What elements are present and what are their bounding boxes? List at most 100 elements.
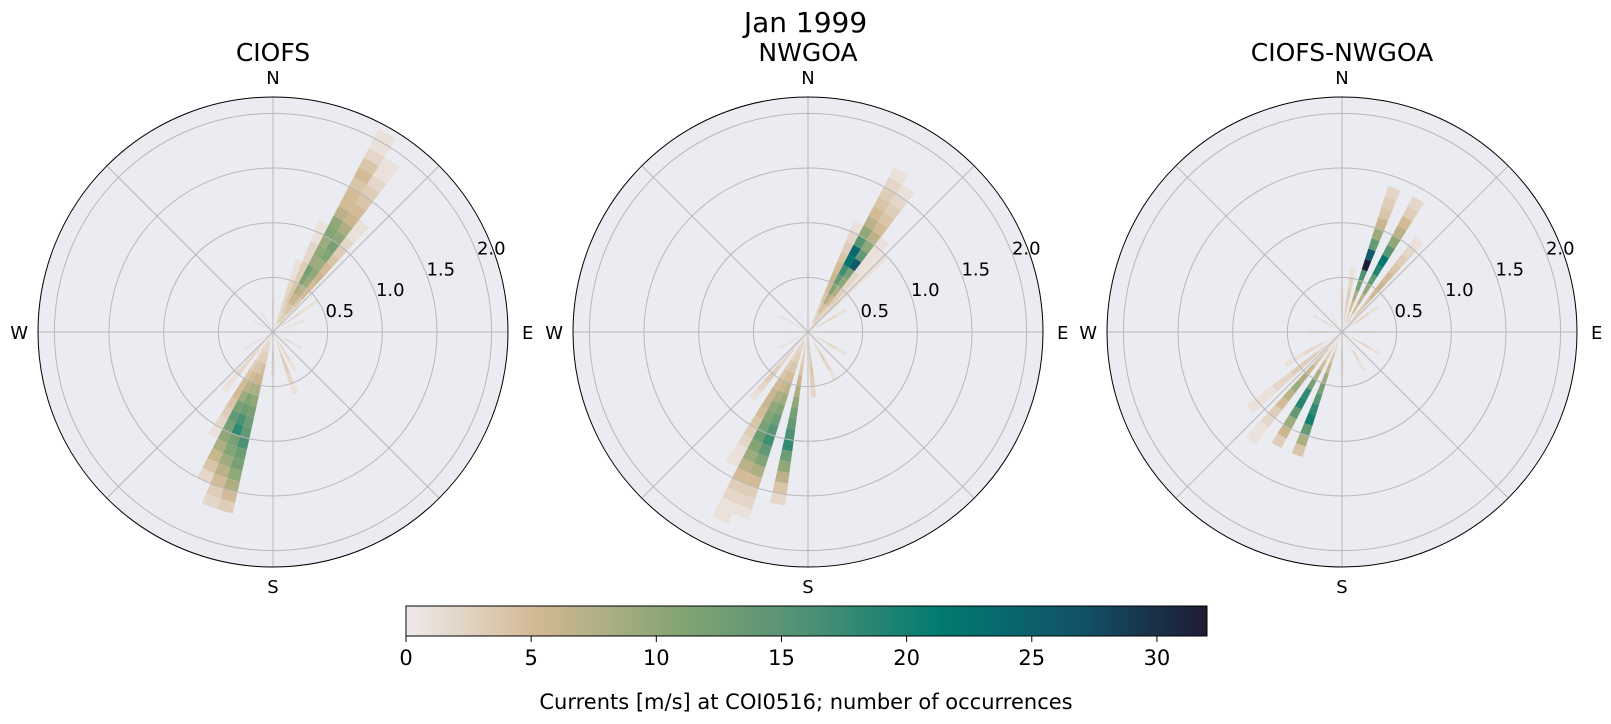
rose-bin — [800, 353, 806, 365]
rose-bin — [1384, 186, 1401, 201]
rose-bin — [743, 424, 758, 439]
rose-bin — [837, 251, 849, 265]
rose-bin — [289, 382, 299, 395]
rose-bin — [1324, 350, 1332, 362]
rose-bin — [1397, 215, 1413, 231]
rose-bin — [770, 412, 782, 426]
rose-bin — [845, 231, 859, 245]
rose-bin — [1312, 356, 1323, 367]
rose-bin — [273, 321, 278, 332]
rose-bin — [825, 295, 835, 306]
rose-bin — [1361, 297, 1372, 308]
rose-bin — [337, 221, 353, 237]
rose-bin — [218, 453, 234, 468]
rose-bin — [252, 372, 260, 385]
rose-bin — [263, 326, 273, 332]
rose-bin — [1290, 380, 1303, 393]
rose-bin — [289, 269, 299, 282]
rose-bin — [293, 319, 305, 326]
rose-bin — [1291, 443, 1306, 458]
colorbar-tick-label: 0 — [399, 646, 412, 670]
polar-axes: 0.5 1.0 1.5 2.0 N E S W — [10, 68, 533, 598]
rose-bin — [1330, 341, 1337, 352]
rose-bin — [299, 305, 310, 315]
rose-bin — [249, 359, 258, 371]
grid-spoke — [1341, 165, 1509, 333]
rose-bin — [319, 249, 333, 263]
rose-bin — [770, 492, 787, 506]
rose-bin — [1330, 312, 1337, 323]
rose-bin — [843, 267, 855, 280]
rose-bin — [1283, 414, 1297, 429]
rose-bin — [813, 313, 822, 324]
rose-bin — [372, 166, 393, 185]
rose-bin — [823, 293, 832, 305]
rose-bin — [253, 384, 262, 397]
rose-bin — [243, 392, 254, 405]
grid-spoke — [1341, 331, 1509, 499]
rose-bin — [774, 402, 785, 416]
rose-bin — [798, 332, 808, 338]
rose-bin — [756, 380, 769, 393]
rose-bin — [878, 186, 897, 203]
rose-bin — [1357, 293, 1366, 305]
rose-bin — [757, 419, 771, 433]
rose-bin — [261, 341, 268, 352]
rose-bin — [235, 412, 247, 426]
rose-bin — [788, 337, 799, 344]
rose-bin — [808, 353, 813, 365]
rose-bin — [293, 271, 304, 284]
rose-bin — [262, 341, 269, 353]
rose-bins — [197, 128, 400, 514]
rose-bin — [798, 364, 804, 376]
rose-bin — [795, 352, 802, 364]
rose-bin — [308, 254, 320, 268]
rose-bin — [217, 428, 232, 444]
rose-bin — [817, 337, 828, 344]
rose-bin — [826, 342, 838, 350]
rose-bin — [242, 380, 253, 393]
rose-bin — [255, 350, 263, 362]
direction-label-s: S — [267, 577, 278, 598]
rose-bin — [1359, 312, 1370, 321]
rose-bin — [749, 463, 766, 478]
rose-bin — [748, 388, 762, 402]
rose-bin — [207, 448, 223, 464]
rose-bin — [799, 342, 805, 353]
rose-bin — [1342, 322, 1348, 332]
rose-bin — [1308, 402, 1319, 416]
colorbar: 0 5 10 15 20 25 30 Currents [m/s] at COI0516; … — [399, 605, 1208, 714]
rose-bin — [279, 300, 286, 312]
rose-bin — [786, 417, 797, 430]
rose-bin — [1271, 433, 1287, 449]
rose-bin — [232, 399, 244, 413]
rose-bin — [233, 446, 247, 461]
rose-bin — [717, 496, 737, 514]
rose-bin — [267, 332, 273, 342]
rose-bin — [1325, 362, 1333, 374]
rose-bin — [1351, 337, 1362, 344]
rose-bin — [278, 312, 285, 323]
rose-bin — [725, 451, 743, 468]
colorbar-tick-label: 5 — [524, 646, 537, 670]
rose-bin — [1318, 359, 1327, 371]
direction-label-s: S — [1336, 577, 1347, 598]
colorbar-tick-label: 15 — [768, 646, 795, 670]
rose-bin — [285, 291, 294, 303]
rose-bin — [231, 387, 243, 400]
rose-bin — [812, 311, 819, 323]
direction-label-w: W — [545, 323, 563, 344]
rose-bin — [355, 193, 373, 211]
rose-bin — [805, 332, 808, 343]
rose-bin — [286, 305, 296, 316]
rose-bin — [269, 332, 273, 343]
rose-bin — [1346, 288, 1352, 300]
rose-bin — [212, 438, 227, 454]
rose-bin — [796, 312, 803, 323]
polar-frame — [1106, 96, 1578, 568]
direction-label-s: S — [802, 577, 813, 598]
rose-bin — [250, 348, 260, 359]
rose-bin — [1306, 378, 1317, 391]
rose-bin — [201, 493, 221, 510]
rose-bin — [1305, 364, 1316, 376]
